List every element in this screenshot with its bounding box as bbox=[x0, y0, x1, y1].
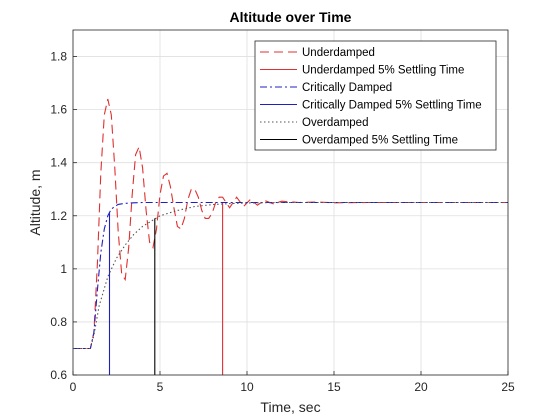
x-tick-label: 15 bbox=[327, 380, 341, 394]
x-tick-label: 25 bbox=[501, 380, 515, 394]
y-tick-label: 1 bbox=[60, 262, 67, 276]
series-line-overdamped bbox=[73, 201, 508, 350]
chart-title: Altitude over Time bbox=[230, 9, 352, 25]
x-tick-label: 0 bbox=[70, 380, 77, 394]
legend-entry: Overdamped 5% Settling Time bbox=[302, 135, 458, 147]
y-tick-label: 1.2 bbox=[50, 209, 67, 223]
y-tick-label: 1.4 bbox=[50, 156, 67, 170]
plot-area bbox=[73, 98, 508, 375]
legend-entry: Overdamped bbox=[302, 117, 368, 129]
legend-entry: Underdamped bbox=[302, 47, 375, 59]
y-tick-label: 0.6 bbox=[50, 368, 67, 382]
legend-entry: Underdamped 5% Settling Time bbox=[302, 65, 464, 77]
legend-entry: Critically Damped 5% Settling Time bbox=[302, 100, 482, 112]
x-tick-label: 20 bbox=[414, 380, 428, 394]
x-tick-label: 5 bbox=[157, 380, 164, 394]
y-tick-label: 0.8 bbox=[50, 315, 67, 329]
series-line-underdamped bbox=[73, 98, 508, 350]
y-tick-label: 1.8 bbox=[50, 50, 67, 64]
axes-box bbox=[72, 29, 509, 376]
legend-entry: Critically Damped bbox=[302, 82, 392, 94]
y-tick-label: 1.6 bbox=[50, 103, 67, 117]
legend: Underdamped Underdamped 5% Settling Time C… bbox=[254, 40, 497, 151]
legend-box bbox=[254, 40, 497, 151]
x-axis-title: Time, sec bbox=[260, 399, 320, 415]
y-axis-title: Altitude, m bbox=[27, 169, 43, 235]
ticks: 0 5 10 15 20 25 0.6 0.8 1 1.2 1.4 1.6 1.8 bbox=[50, 50, 515, 394]
x-tick-label: 10 bbox=[240, 380, 254, 394]
series-line-critically-damped bbox=[73, 201, 508, 350]
